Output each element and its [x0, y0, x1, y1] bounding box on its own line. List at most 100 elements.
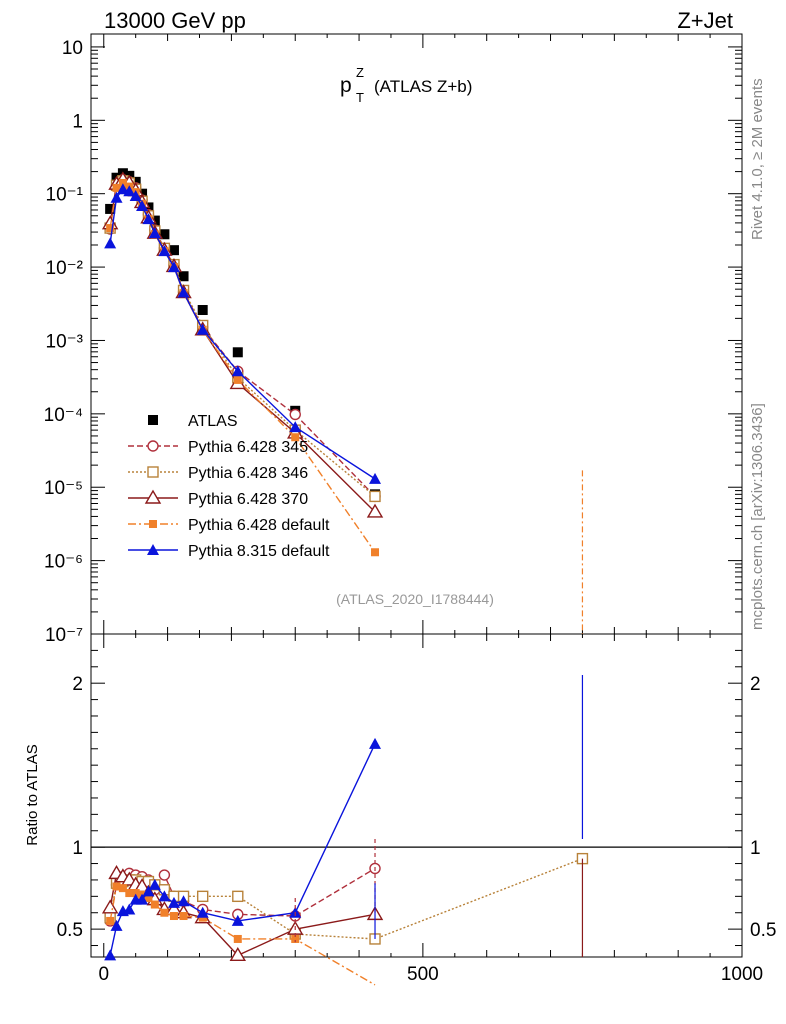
- rivet-label: Rivet 4.1.0, ≥ 2M events: [749, 78, 766, 240]
- ratio-point: [110, 919, 123, 931]
- main-series: [101, 168, 584, 634]
- ratio-frame: [90, 633, 743, 958]
- plot-title: p Z T (ATLAS Z+b): [340, 65, 472, 105]
- legend-label: Pythia 6.428 346: [188, 465, 308, 482]
- ratio-point: [112, 882, 121, 891]
- data-point: [112, 183, 121, 192]
- data-point: [142, 213, 155, 225]
- data-point: [291, 433, 300, 442]
- data-point: [366, 503, 384, 518]
- y-tick-label: 10⁻⁷: [45, 625, 83, 646]
- header-right: Z+Jet: [677, 8, 733, 33]
- y-tick-label: 10⁻²: [46, 258, 84, 279]
- y-tick-label: 1: [72, 111, 83, 132]
- ratio-point: [136, 893, 149, 905]
- data-point: [130, 176, 141, 187]
- y-tick-label: 10⁻³: [46, 331, 84, 352]
- ratio-point: [123, 903, 136, 915]
- legend-item: Pythia 6.428 345: [128, 439, 308, 456]
- data-point: [148, 227, 161, 239]
- ratio-point: [150, 900, 159, 909]
- data-point: [110, 191, 123, 203]
- x-tick-label: 500: [407, 964, 439, 985]
- data-point: [197, 305, 208, 316]
- data-point: [371, 548, 380, 557]
- data-point: [105, 203, 116, 214]
- title-sub: T: [356, 90, 364, 105]
- ratio-point: [160, 908, 169, 917]
- ratio-point: [167, 896, 180, 908]
- ratio-ylabel: Ratio to ATLAS: [24, 744, 41, 845]
- ratio-y-tick-label: 2: [750, 674, 761, 695]
- title-p: p: [340, 74, 352, 97]
- legend-label: Pythia 6.428 default: [188, 517, 330, 534]
- ratio-y-tick-label: 2: [72, 674, 83, 695]
- ratio-point: [169, 912, 178, 921]
- legend-marker: [149, 520, 157, 528]
- ratio-y-tick-label: 1: [750, 838, 761, 859]
- ratio-y-tick-label: 0.5: [750, 920, 776, 941]
- data-point: [231, 365, 244, 377]
- axes: 10 1 10⁻¹ 10⁻² 10⁻³ 10⁻⁴ 10⁻⁵ 10⁻⁶ 10⁻⁷ 0 500 1000 0…: [44, 34, 776, 985]
- legend-label: Pythia 6.428 345: [188, 439, 308, 456]
- ratio-series-1: [104, 852, 589, 945]
- title-rest: (ATLAS Z+b): [374, 77, 472, 96]
- data-point: [178, 271, 189, 282]
- legend-marker: [147, 466, 159, 478]
- legend-item: Pythia 6.428 346: [128, 465, 308, 482]
- title-sup: Z: [356, 65, 364, 80]
- ratio-series: [101, 674, 589, 986]
- ratio-point: [291, 934, 300, 943]
- y-tick-label: 10: [62, 38, 83, 59]
- ratio-point: [158, 890, 171, 902]
- ratio-point: [158, 869, 171, 881]
- data-point: [233, 375, 242, 384]
- ratio-y-tick-label: 0.5: [57, 920, 83, 941]
- y-tick-label: 10⁻¹: [46, 185, 84, 206]
- y-tick-label: 10⁻⁴: [44, 405, 83, 426]
- data-point: [159, 229, 170, 240]
- mcplots-label: mcplots.cern.ch [arXiv:1306.3436]: [749, 403, 766, 630]
- data-point: [196, 323, 209, 335]
- data-point: [129, 190, 142, 202]
- y-tick-label: 10⁻⁶: [44, 552, 83, 573]
- ratio-series-4: [104, 737, 382, 961]
- ratio-point: [144, 893, 153, 902]
- legend-marker: [147, 440, 159, 452]
- ratio-point: [231, 914, 244, 926]
- y-tick-label: 10⁻⁵: [44, 478, 83, 499]
- ratio-point: [177, 895, 190, 907]
- ratio-point: [101, 899, 119, 914]
- legend-label: Pythia 8.315 default: [188, 543, 330, 560]
- ratio-point: [131, 889, 140, 898]
- x-tick-label: 1000: [721, 964, 763, 985]
- x-tick-label: 0: [98, 964, 109, 985]
- ratio-point: [142, 885, 155, 897]
- legend-label: Pythia 6.428 370: [188, 491, 308, 508]
- header-left: 13000 GeV pp: [104, 8, 246, 33]
- ratio-point: [179, 912, 188, 921]
- data-point: [289, 408, 301, 421]
- data-point: [104, 237, 117, 249]
- ratio-point: [229, 946, 247, 962]
- legend-marker: [148, 415, 158, 425]
- series-5: [104, 183, 382, 484]
- ratio-point: [106, 916, 115, 925]
- data-point: [118, 178, 127, 187]
- data-point: [106, 224, 115, 233]
- ratio-point: [232, 890, 244, 903]
- legend-item: Pythia 6.428 default: [128, 517, 330, 534]
- ratio-point: [125, 889, 134, 898]
- analysis-id: (ATLAS_2020_I1788444): [336, 591, 494, 607]
- legend-item: Pythia 6.428 370: [128, 489, 308, 508]
- data-point: [369, 490, 381, 503]
- ratio-point: [104, 949, 117, 961]
- ratio-point: [233, 934, 242, 943]
- ratio-point: [148, 878, 161, 890]
- data-point: [177, 286, 190, 298]
- ratio-point: [369, 737, 382, 749]
- ratio-point: [118, 884, 127, 893]
- ratio-point: [196, 890, 209, 903]
- legend-marker: [144, 489, 162, 504]
